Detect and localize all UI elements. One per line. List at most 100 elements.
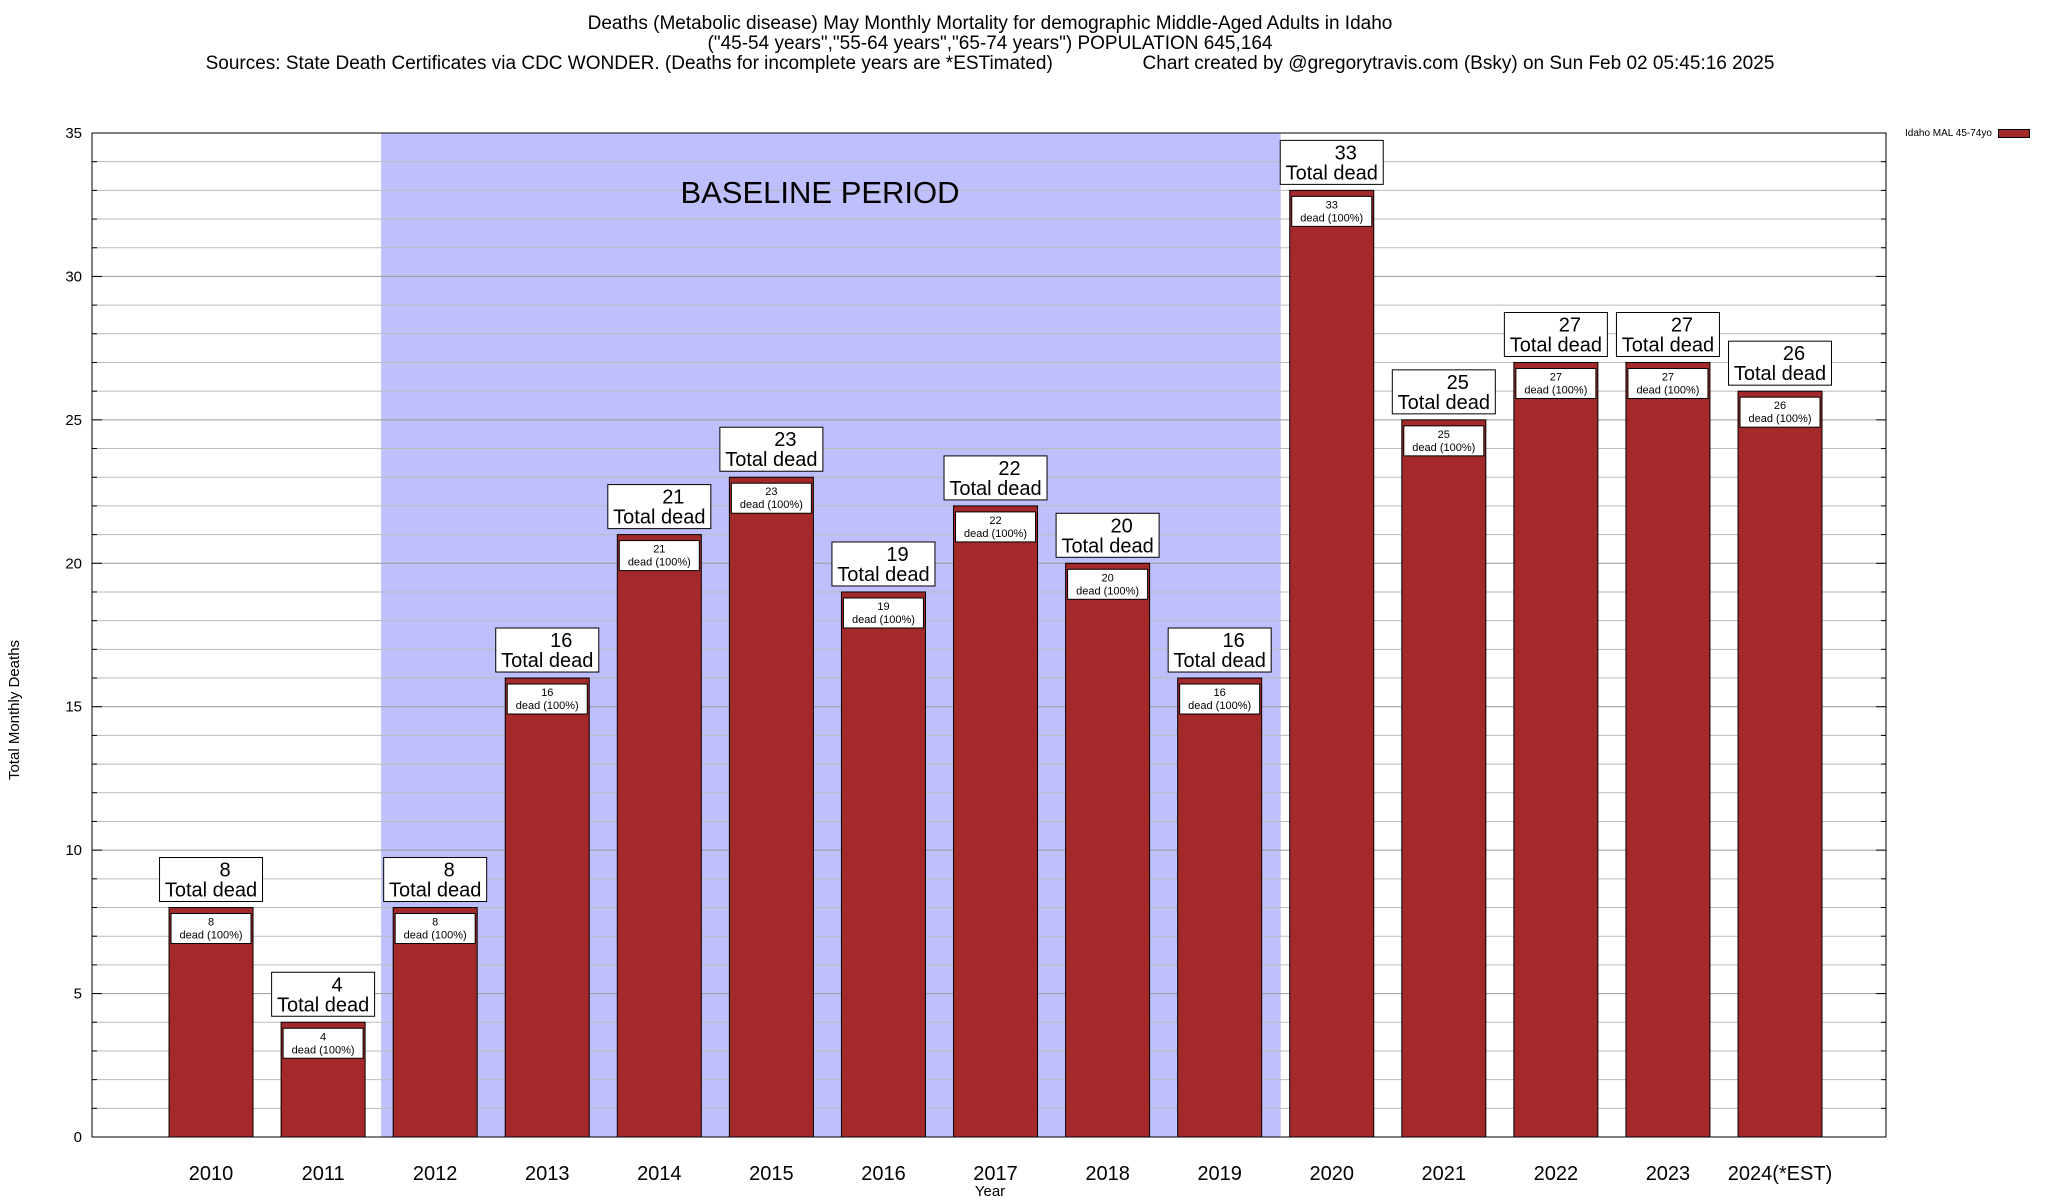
total-label-value: 23	[774, 429, 796, 451]
x-tick-label: 2018	[1085, 1163, 1130, 1185]
total-label-box	[1055, 512, 1160, 558]
bar	[392, 907, 478, 1138]
bar	[504, 677, 590, 1138]
chart-title: Deaths (Metabolic disease) May Monthly M…	[587, 13, 1393, 34]
inner-label-text: dead (100%)	[516, 700, 579, 712]
inner-label-value: 23	[765, 486, 777, 498]
inner-label-box	[1515, 367, 1597, 399]
x-tick-label: 2013	[525, 1163, 570, 1185]
legend: Idaho MAL 45-74yo	[1905, 128, 2030, 139]
legend-label: Idaho MAL 45-74yo	[1905, 128, 1992, 139]
total-label-text: Total dead	[1622, 334, 1714, 356]
total-label-box	[383, 857, 488, 903]
inner-label-text: dead (100%)	[852, 614, 915, 626]
total-label-value: 22	[998, 458, 1020, 480]
total-label-text: Total dead	[1398, 392, 1490, 414]
inner-label-text: dead (100%)	[1300, 212, 1363, 224]
total-label-value: 33	[1335, 142, 1357, 164]
chart-titles: Deaths (Metabolic disease) May Monthly M…	[0, 14, 1980, 74]
plot-border	[91, 132, 1887, 1138]
y-tick-label: 5	[74, 986, 82, 1003]
inner-label-text: dead (100%)	[180, 930, 243, 942]
inner-label-box	[1067, 568, 1149, 600]
total-label-value: 8	[444, 860, 455, 882]
inner-label-box	[394, 913, 476, 945]
y-tick-label: 35	[65, 125, 82, 142]
x-axis-label: Year	[974, 1183, 1006, 1200]
inner-label-box	[506, 683, 588, 715]
x-tick-label: 2017	[973, 1163, 1018, 1185]
inner-label-value: 21	[653, 544, 665, 556]
y-tick-label: 10	[65, 842, 82, 859]
inner-label-box	[842, 597, 924, 629]
inner-label-value: 8	[432, 917, 438, 929]
inner-label-box	[618, 540, 700, 572]
chart-subtitle: ("45-54 years","55-64 years","65-74 year…	[707, 33, 1273, 54]
x-tick-label: 2023	[1646, 1163, 1691, 1185]
inner-label-text: dead (100%)	[964, 528, 1027, 540]
total-label-value: 27	[1559, 314, 1581, 336]
total-label-box	[1167, 627, 1272, 673]
y-tick-label: 30	[65, 268, 82, 285]
total-label-text: Total dead	[1510, 334, 1602, 356]
inner-label-text: dead (100%)	[292, 1044, 355, 1056]
total-label-box	[1279, 139, 1384, 185]
bar	[1737, 390, 1823, 1138]
inner-label-text: dead (100%)	[1188, 700, 1251, 712]
inner-label-value: 27	[1662, 371, 1674, 383]
x-tick-label: 2012	[413, 1163, 458, 1185]
total-label-text: Total dead	[837, 564, 929, 586]
total-label-box	[495, 627, 600, 673]
inner-label-box	[1291, 195, 1373, 227]
inner-label-box	[955, 511, 1037, 543]
x-tick-label: 2022	[1534, 1163, 1579, 1185]
total-label-text: Total dead	[277, 994, 369, 1016]
inner-label-text: dead (100%)	[1524, 384, 1587, 396]
x-tick-label: 2010	[189, 1163, 234, 1185]
inner-label-value: 20	[1101, 572, 1113, 584]
x-tick-label: 2020	[1309, 1163, 1354, 1185]
inner-label-text: dead (100%)	[1749, 413, 1812, 425]
inner-label-box	[170, 913, 252, 945]
bar	[728, 476, 814, 1138]
total-label-box	[831, 541, 936, 587]
total-label-text: Total dead	[1174, 650, 1266, 672]
y-tick-label: 0	[74, 1129, 82, 1146]
y-tick-label: 15	[65, 699, 82, 716]
y-tick-label: 25	[65, 412, 82, 429]
baseline-period-label: BASELINE PERIOD	[680, 175, 960, 210]
total-label-text: Total dead	[1286, 162, 1378, 184]
x-tick-label: 2019	[1197, 1163, 1242, 1185]
chart-source-line: Sources: State Death Certificates via CD…	[205, 53, 1775, 74]
inner-label-box	[1627, 367, 1709, 399]
x-tick-label: 2024(*EST)	[1728, 1163, 1833, 1185]
inner-label-text: dead (100%)	[1076, 585, 1139, 597]
total-label-value: 16	[550, 630, 572, 652]
total-label-value: 16	[1223, 630, 1245, 652]
total-label-box	[1391, 369, 1496, 415]
inner-label-box	[282, 1027, 364, 1059]
total-label-text: Total dead	[725, 449, 817, 471]
total-label-text: Total dead	[501, 650, 593, 672]
total-label-value: 27	[1671, 314, 1693, 336]
bar	[1513, 361, 1599, 1138]
y-tick-label: 20	[65, 555, 82, 572]
inner-label-value: 19	[877, 601, 889, 613]
inner-label-value: 4	[320, 1031, 326, 1043]
x-tick-label: 2016	[861, 1163, 906, 1185]
inner-label-box	[1179, 683, 1261, 715]
total-label-value: 19	[886, 544, 908, 566]
total-label-box	[159, 857, 264, 903]
bar	[1289, 189, 1375, 1138]
total-label-box	[1728, 340, 1833, 386]
total-label-box	[1615, 311, 1720, 357]
total-label-text: Total dead	[613, 507, 705, 529]
total-label-value: 21	[662, 487, 684, 509]
inner-label-value: 27	[1550, 371, 1562, 383]
inner-label-value: 25	[1438, 429, 1450, 441]
x-tick-label: 2015	[749, 1163, 794, 1185]
inner-label-value: 8	[208, 917, 214, 929]
total-label-box	[719, 426, 824, 472]
bar	[616, 534, 702, 1138]
total-label-text: Total dead	[165, 880, 257, 902]
